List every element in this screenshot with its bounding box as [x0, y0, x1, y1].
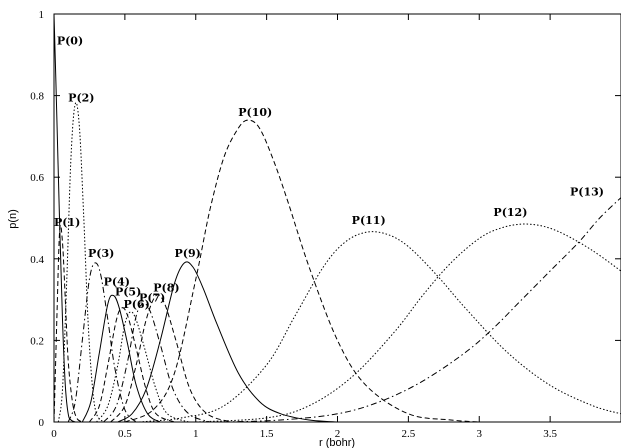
series-line-p3 — [67, 262, 137, 423]
series-line-p0 — [53, 13, 76, 423]
x-tick-label: 0.5 — [118, 428, 132, 440]
x-tick-label: 1 — [193, 428, 199, 440]
series-line-p7 — [103, 303, 211, 423]
series-line-p13 — [224, 197, 621, 423]
series-label-p7: P(7) — [139, 292, 165, 305]
y-tick-label: 0 — [39, 417, 45, 429]
y-tick-label: 0.8 — [30, 91, 44, 103]
series-label-p3: P(3) — [88, 247, 114, 260]
series-label-p0: P(0) — [57, 35, 83, 48]
series-line-p4 — [81, 294, 161, 423]
series-line-p9 — [117, 261, 338, 423]
plot-area: 0 0.5 1 1.5 2 2.5 3 3.500.20.40.60.81 P(0)P(1)P… — [30, 9, 621, 440]
axis-tick-labels: 0 0.5 1 1.5 2 2.5 3 3.5 0 0.2 0.4 0.6 0.8 1 — [30, 9, 557, 440]
series-label-p4: P(4) — [104, 275, 130, 288]
series-line-p12 — [195, 223, 621, 423]
y-tick-label: 1 — [39, 9, 45, 21]
series-label-p12: P(12) — [493, 206, 527, 219]
series-line-p6 — [96, 311, 189, 423]
y-axis-label: p(n) — [7, 209, 19, 229]
series-label-p5: P(5) — [115, 286, 141, 299]
y-tick-label: 0.4 — [30, 254, 44, 266]
x-tick-label: 3 — [477, 428, 483, 440]
series-line-p5 — [88, 307, 175, 423]
y-tick-label: 0.6 — [30, 172, 44, 184]
series-line-p11 — [139, 231, 621, 423]
x-tick-label: 2.5 — [402, 428, 416, 440]
x-tick-label: 1.5 — [260, 428, 274, 440]
series-label-p11: P(11) — [352, 214, 386, 227]
series-line-p8 — [110, 294, 232, 423]
series-label-p1: P(1) — [54, 216, 80, 229]
series-line-p10 — [124, 119, 480, 423]
axis-ticks — [53, 13, 621, 423]
y-tick-label: 0.2 — [30, 335, 44, 347]
x-axis-label: r (bohr) — [319, 437, 355, 448]
series-label-p10: P(10) — [238, 106, 272, 119]
x-tick-label: 2 — [335, 428, 341, 440]
x-tick-label: 0 — [51, 428, 57, 440]
series-label-p6: P(6) — [123, 298, 149, 311]
series-label-p9: P(9) — [174, 247, 200, 260]
series-label-p13: P(13) — [570, 186, 604, 199]
series-labels: P(0) P(1) P(2) P(3) P(4)P(5)P(6)P(7)P(8) P(9)… — [54, 35, 604, 311]
series-curves — [53, 13, 621, 423]
series-line-p1 — [53, 224, 83, 423]
x-tick-label: 3.5 — [543, 428, 557, 440]
series-label-p8: P(8) — [153, 281, 179, 294]
series-label-p2: P(2) — [68, 92, 94, 105]
